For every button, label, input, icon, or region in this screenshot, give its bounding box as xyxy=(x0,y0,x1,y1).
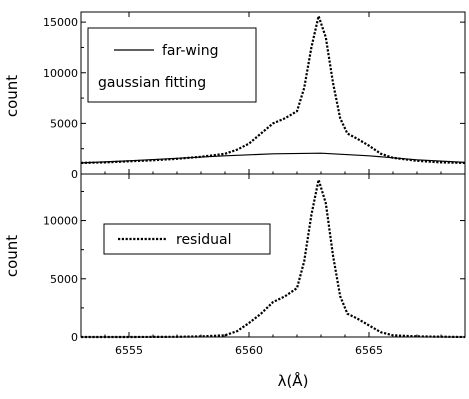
legends-layer: far-wing gaussian fitting residual xyxy=(87,27,271,255)
legend-box-2 xyxy=(103,223,271,255)
x-tick-label: 6565 xyxy=(355,344,383,357)
plot-frame-2 xyxy=(80,173,466,338)
legend-entry-2: gaussian fitting xyxy=(98,75,206,91)
series-layer xyxy=(80,15,466,339)
legend-entry-residual: residual xyxy=(176,232,231,248)
legend-entry-1: far-wing xyxy=(162,43,219,59)
y-tick-label: 0 xyxy=(71,331,78,344)
legend-box-1 xyxy=(87,27,257,103)
y-axis-label-1: count xyxy=(3,75,21,117)
x-axis-label: λ(Å) xyxy=(278,371,309,390)
ticks-layer: 0 5000 10000 15000 count 0 5000 10000 6555 6560 65… xyxy=(3,12,466,390)
y-axis-label-2: count xyxy=(3,235,21,277)
series-line-1-2 xyxy=(80,152,466,164)
y-tick-label: 15000 xyxy=(43,16,78,29)
y-tick-label: 10000 xyxy=(43,215,78,228)
y-tick-label: 0 xyxy=(71,168,78,181)
series-line-2-1 xyxy=(81,178,466,339)
y-tick-label: 5000 xyxy=(50,273,78,286)
x-tick-label: 6555 xyxy=(115,344,143,357)
y-tick-label: 10000 xyxy=(43,67,78,80)
x-tick-label: 6560 xyxy=(235,344,263,357)
y-tick-label: 5000 xyxy=(50,117,78,130)
